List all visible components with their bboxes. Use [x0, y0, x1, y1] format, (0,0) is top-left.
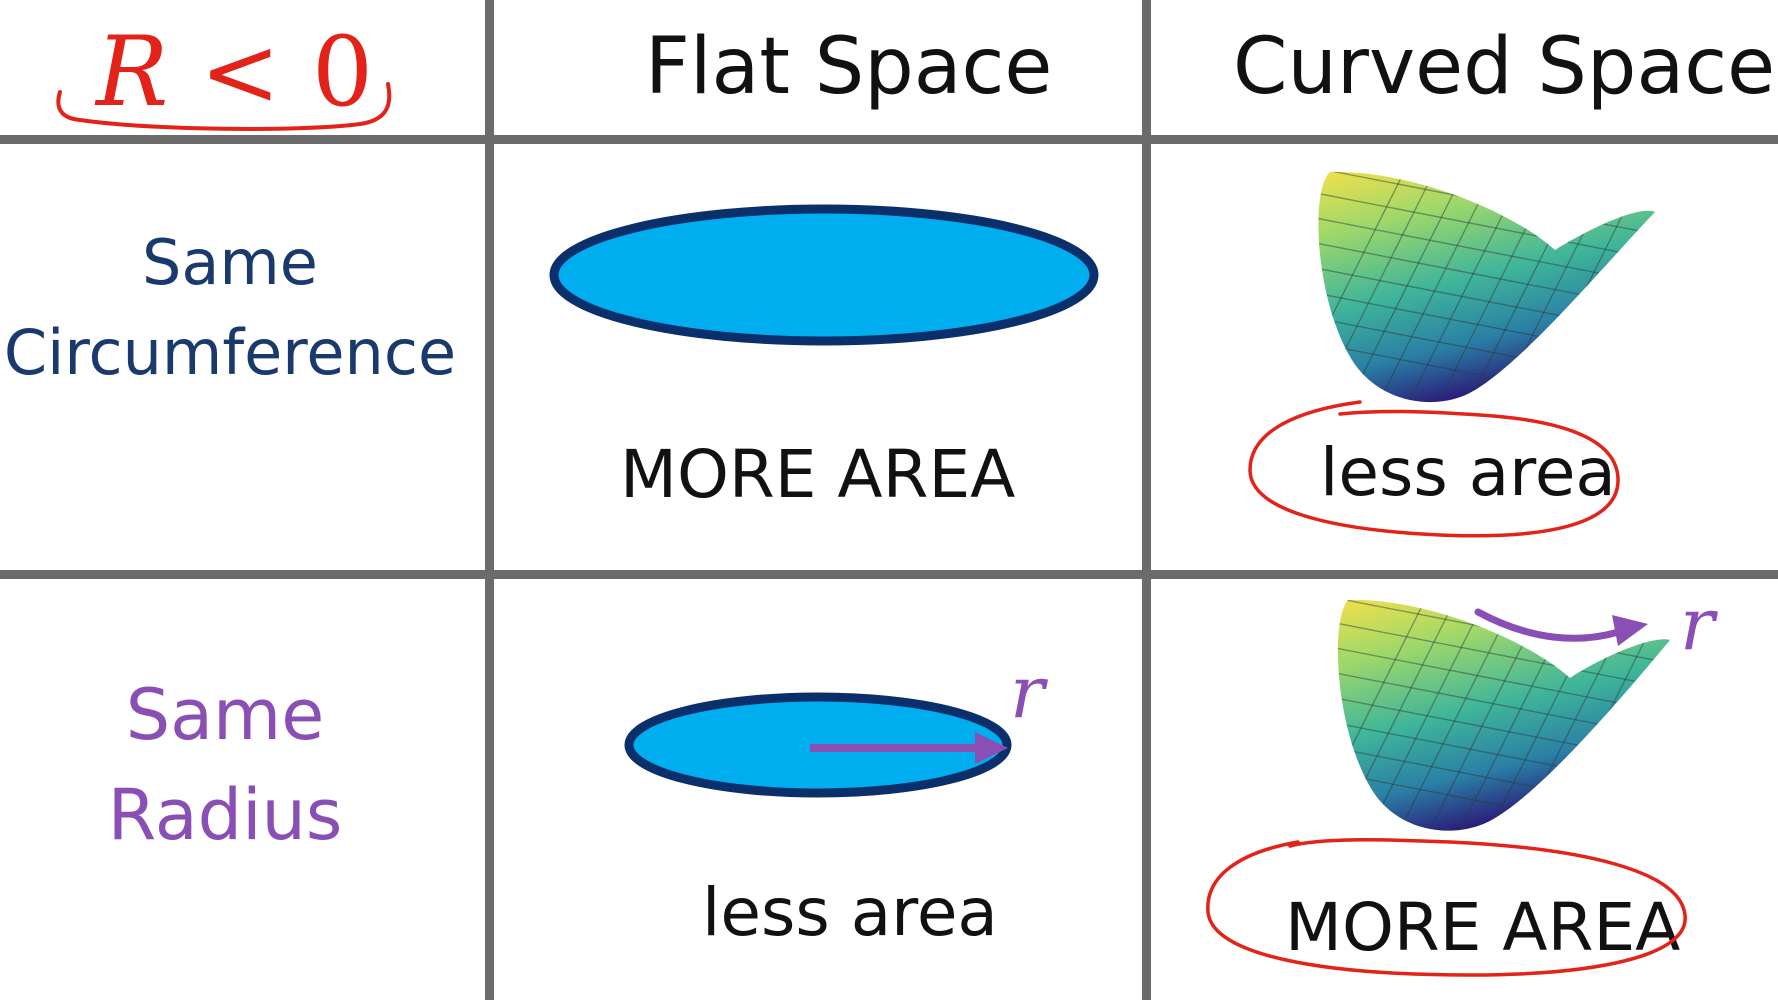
curvature-value: 0 — [312, 16, 374, 128]
vertical-divider-1 — [485, 0, 494, 1000]
annotation-loop-less-area — [1248, 400, 1620, 538]
annotation-loop-more-area — [1206, 838, 1687, 977]
saddle-surface-2 — [1337, 599, 1670, 831]
curved-radius-symbol: r — [1680, 582, 1715, 666]
flat-radius-symbol: r — [1010, 650, 1045, 734]
row-label-line2: Radius — [107, 774, 343, 856]
vertical-divider-2 — [1142, 0, 1151, 1000]
less-than-operator: < — [200, 16, 281, 128]
saddle-surface-1 — [1318, 171, 1655, 403]
curved-radius-arrow — [1474, 608, 1629, 642]
curved-radius-arrowhead — [1612, 615, 1648, 646]
curved-same-radius-result: MORE AREA — [1285, 889, 1681, 966]
flat-radius-arrowhead — [975, 732, 1008, 764]
curvature-symbol: R — [96, 16, 169, 128]
row-label-line1: Same — [125, 674, 325, 756]
flat-disk-large — [549, 204, 1099, 346]
row-label-same-radius: Same Radius — [0, 680, 450, 850]
flat-space-header: Flat Space — [645, 22, 1053, 112]
flat-same-radius-result: less area — [702, 874, 998, 951]
flat-same-circumference-result: MORE AREA — [620, 436, 1016, 513]
row-label-same-circumference: Same Circumference — [0, 232, 460, 384]
row-label-line1: Same — [142, 226, 318, 299]
curved-same-circumference-result: less area — [1320, 434, 1616, 511]
curved-space-header: Curved Space — [1233, 22, 1776, 112]
horizontal-divider-2 — [0, 570, 1778, 579]
horizontal-divider-1 — [0, 135, 1778, 144]
row-label-line2: Circumference — [3, 316, 457, 389]
condition-underline-bracket — [56, 82, 392, 131]
